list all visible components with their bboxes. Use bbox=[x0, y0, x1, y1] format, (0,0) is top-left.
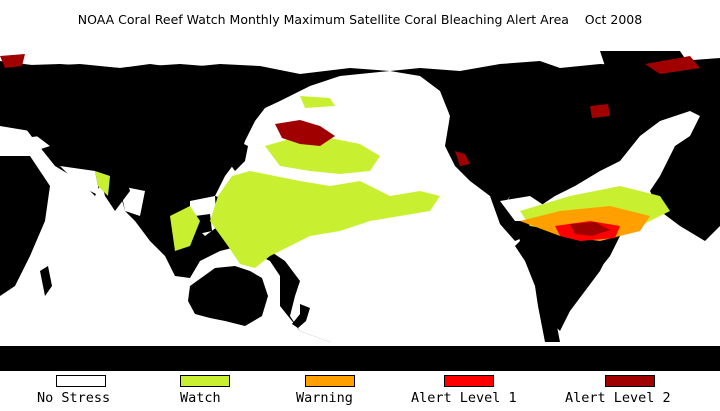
alert2-area-atlantic-ne bbox=[590, 104, 610, 118]
legend-label-watch: Watch bbox=[180, 390, 221, 406]
watch-area-bering bbox=[300, 96, 335, 108]
bleaching-alert-map bbox=[0, 46, 720, 371]
north-america bbox=[440, 66, 650, 196]
legend-label-warning: Warning bbox=[296, 390, 353, 406]
borneo bbox=[195, 214, 212, 234]
japan bbox=[230, 141, 248, 171]
watch-area-west-pacific bbox=[210, 171, 440, 268]
central-america bbox=[490, 196, 522, 241]
south-america bbox=[520, 226, 610, 331]
indian-ocean bbox=[0, 116, 720, 371]
madagascar bbox=[40, 266, 52, 296]
watch-area-indian-west bbox=[95, 171, 110, 196]
watch-swatch bbox=[180, 375, 230, 387]
new-zealand bbox=[292, 304, 310, 328]
alert-level-2-areas bbox=[0, 54, 700, 236]
arabian-sea bbox=[60, 166, 100, 196]
world-map-svg bbox=[0, 46, 720, 371]
legend-label-alert-level-2: Alert Level 2 bbox=[565, 390, 671, 406]
africa-east bbox=[0, 156, 50, 296]
warning-swatch bbox=[305, 375, 355, 387]
map-title: NOAA Coral Reef Watch Monthly Maximum Sa… bbox=[77, 12, 643, 27]
alert-level-2-swatch bbox=[605, 375, 655, 387]
alert2-area-arctic-west bbox=[0, 54, 25, 68]
alert-level-1-swatch bbox=[444, 375, 494, 387]
no-stress-swatch bbox=[56, 375, 106, 387]
watch-area-sea bbox=[170, 206, 200, 251]
antarctica bbox=[0, 346, 720, 371]
australia bbox=[188, 266, 268, 326]
mediterranean-sea bbox=[0, 136, 50, 154]
alert2-area-caribbean bbox=[570, 222, 610, 236]
asia bbox=[0, 64, 290, 211]
legend-label-no-stress: No Stress bbox=[37, 390, 111, 406]
alert2-area-gulf bbox=[455, 151, 470, 166]
watch-area-north-pacific bbox=[265, 136, 380, 174]
europe-west-africa bbox=[680, 131, 720, 216]
alert2-area-north-pacific bbox=[275, 120, 335, 146]
alert2-area-arctic-east bbox=[645, 56, 700, 74]
legend-label-alert-level-1: Alert Level 1 bbox=[411, 390, 517, 406]
